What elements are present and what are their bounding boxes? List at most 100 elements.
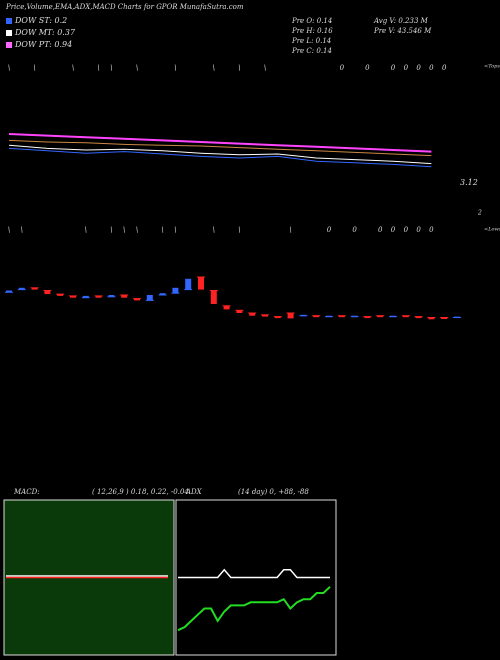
low-mark: \ [8, 226, 10, 234]
top-mark: 0 [391, 64, 396, 72]
ema-line [8, 144, 432, 165]
top-mark: 0 [340, 64, 345, 72]
low-mark: \ [161, 226, 163, 234]
legend-label: DOW PT: 0.94 [14, 40, 72, 49]
stat: Pre O: 0.14 [291, 17, 332, 25]
candle [31, 287, 38, 290]
candle [454, 316, 460, 319]
candle [402, 315, 409, 318]
top-mark: \ [136, 64, 138, 72]
candle [274, 316, 281, 319]
top-mark: \ [174, 64, 176, 72]
candle [300, 314, 307, 317]
candle [146, 295, 153, 301]
top-mark: \ [110, 64, 112, 72]
candle [377, 315, 384, 318]
low-mark: \ [136, 226, 138, 234]
stat: Avg V: 0.233 M [373, 17, 429, 25]
candle [134, 298, 140, 301]
stat: Pre L: 0.14 [291, 37, 331, 45]
candle [249, 313, 256, 316]
low-mark: \ [213, 226, 215, 234]
low-mark: \ [174, 226, 176, 234]
title: Price,Volume,EMA,ADX,MACD Charts for GPO… [5, 3, 244, 11]
legend-swatch [6, 30, 12, 36]
top-mark: 0 [365, 64, 370, 72]
panel-params: (14 day) 0, +88, -88 [238, 488, 309, 496]
top-mark: \ [8, 64, 10, 72]
legend-swatch [6, 42, 12, 48]
ema-line [8, 139, 432, 157]
candle [390, 315, 396, 318]
candle [415, 316, 422, 319]
candle [95, 295, 102, 298]
top-mark: \ [72, 64, 74, 72]
candle [223, 305, 230, 310]
stat: Pre C: 0.14 [291, 47, 332, 55]
ema-line [8, 133, 432, 153]
tops-label: <Tops [484, 64, 500, 70]
indicator-line [177, 586, 331, 632]
candle [172, 287, 179, 294]
top-mark: \ [33, 64, 35, 72]
candle [18, 287, 25, 290]
low-mark: \ [85, 226, 87, 234]
candle [82, 295, 89, 298]
candle [364, 316, 371, 319]
panel-label: MACD: [13, 488, 40, 496]
low-mark: 0 [378, 226, 383, 234]
low-mark: 0 [404, 226, 409, 234]
stat: Pre V: 43.546 M [373, 27, 432, 35]
candle [326, 315, 332, 318]
candle [210, 290, 217, 304]
candle [70, 295, 76, 298]
low-mark: \ [289, 226, 291, 234]
low-mark: 0 [352, 226, 357, 234]
candle [313, 315, 320, 318]
candle [6, 290, 12, 293]
price-label: 3.12 [460, 178, 478, 187]
top-mark: 0 [429, 64, 434, 72]
ema-line [8, 147, 432, 168]
candle [108, 295, 115, 297]
candle [44, 290, 51, 295]
candle [338, 315, 345, 318]
top-mark: \ [97, 64, 99, 72]
low-mark: \ [21, 226, 23, 234]
legend-swatch [6, 18, 12, 24]
low-mark: \ [238, 226, 240, 234]
top-mark: \ [238, 64, 240, 72]
low-mark: \ [123, 226, 125, 234]
low-mark: 0 [391, 226, 396, 234]
lows-label: <Lows [484, 227, 500, 233]
top-mark: 0 [404, 64, 409, 72]
price-label: 2 [477, 210, 482, 217]
candle [428, 317, 435, 320]
candle [287, 313, 294, 319]
top-mark: 0 [442, 64, 447, 72]
candle [441, 317, 448, 319]
panel-params: ( 12,26,9 ) 0.18, 0.22, -0.04 [92, 488, 189, 496]
candle [262, 314, 268, 317]
top-mark: \ [213, 64, 215, 72]
legend-label: DOW ST: 0.2 [14, 16, 67, 25]
candle [121, 295, 128, 298]
candle [57, 294, 64, 296]
top-mark: 0 [416, 64, 421, 72]
low-mark: \ [110, 226, 112, 234]
candle [351, 315, 358, 318]
panel-label: ADX [185, 488, 203, 496]
candle [198, 277, 204, 290]
top-mark: \ [264, 64, 266, 72]
candle [159, 293, 166, 295]
low-mark: 0 [429, 226, 434, 234]
low-mark: 0 [416, 226, 421, 234]
indicator-line [178, 568, 330, 579]
candle [185, 278, 192, 290]
low-mark: 0 [327, 226, 332, 234]
legend-label: DOW MT: 0.37 [14, 28, 76, 37]
stat: Pre H: 0.16 [291, 27, 333, 35]
candle [236, 310, 243, 313]
